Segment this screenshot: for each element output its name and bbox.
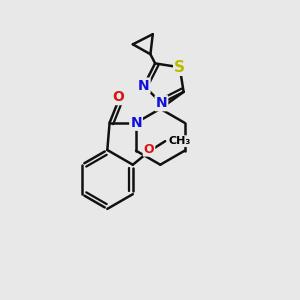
Text: CH₃: CH₃ (169, 136, 191, 146)
Text: N: N (138, 79, 150, 93)
Text: O: O (144, 142, 154, 156)
Text: O: O (112, 90, 124, 104)
Text: N: N (130, 116, 142, 130)
Text: S: S (174, 60, 185, 75)
Text: N: N (156, 96, 167, 110)
